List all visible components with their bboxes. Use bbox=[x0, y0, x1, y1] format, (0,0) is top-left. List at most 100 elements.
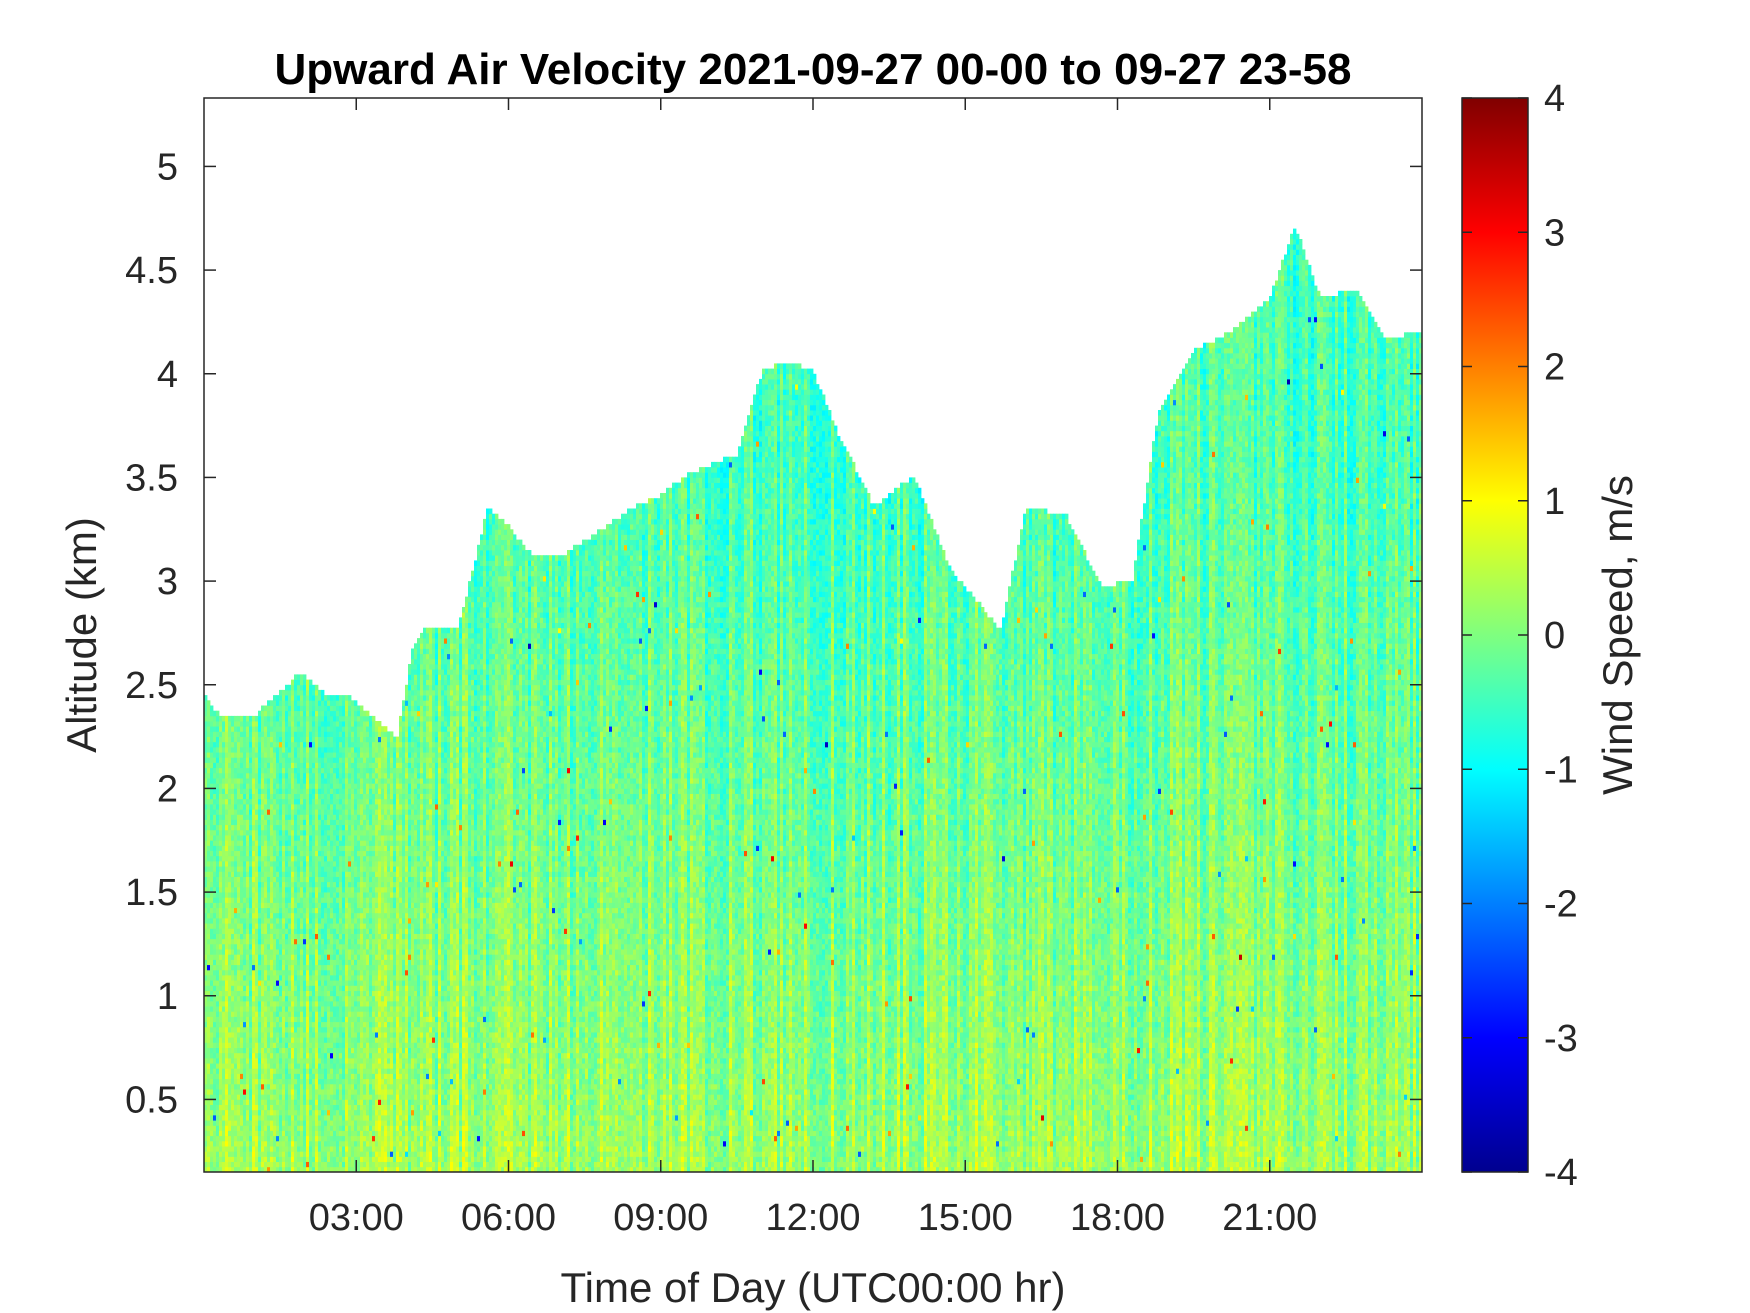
heatmap-cell bbox=[297, 939, 300, 945]
heatmap-cell bbox=[282, 913, 285, 919]
heatmap-cell bbox=[285, 1042, 288, 1048]
heatmap-cell bbox=[225, 1156, 228, 1162]
heatmap-cell bbox=[249, 892, 252, 898]
heatmap-cell bbox=[222, 934, 225, 940]
heatmap-cell bbox=[237, 939, 240, 945]
heatmap-cell bbox=[255, 809, 258, 815]
heatmap-cell bbox=[225, 1053, 228, 1059]
heatmap-cell bbox=[291, 1120, 294, 1126]
heatmap-cell bbox=[255, 949, 258, 955]
heatmap-cell bbox=[297, 1131, 300, 1137]
heatmap-cell bbox=[225, 1063, 228, 1069]
heatmap-cell bbox=[288, 700, 291, 706]
heatmap-cell bbox=[243, 975, 246, 981]
heatmap-cell bbox=[258, 1094, 261, 1100]
heatmap-cell bbox=[267, 820, 270, 826]
heatmap-cell bbox=[225, 768, 228, 774]
heatmap-cell bbox=[291, 1084, 294, 1090]
heatmap-cell bbox=[285, 887, 288, 893]
heatmap-cell bbox=[276, 778, 279, 784]
heatmap-cell bbox=[216, 1094, 219, 1100]
heatmap-cell bbox=[270, 1053, 273, 1059]
heatmap-cell bbox=[222, 1027, 225, 1033]
heatmap-cell bbox=[297, 866, 300, 872]
heatmap-cell bbox=[234, 882, 237, 888]
heatmap-cell bbox=[264, 918, 267, 924]
heatmap-cell bbox=[252, 1131, 255, 1137]
heatmap-cell bbox=[285, 814, 288, 820]
heatmap-cell bbox=[246, 1058, 249, 1064]
heatmap-cell bbox=[219, 965, 222, 971]
heatmap-cell bbox=[258, 1032, 261, 1038]
heatmap-cell bbox=[210, 1053, 213, 1059]
heatmap-cell bbox=[273, 1079, 276, 1085]
heatmap-cell bbox=[222, 788, 225, 794]
heatmap-cell bbox=[294, 1136, 297, 1142]
heatmap-cell bbox=[261, 1027, 264, 1033]
heatmap-cell bbox=[255, 1151, 258, 1157]
heatmap-cell bbox=[228, 1074, 231, 1080]
heatmap-cell bbox=[285, 965, 288, 971]
heatmap-cell bbox=[294, 706, 297, 712]
heatmap-cell bbox=[249, 731, 252, 737]
heatmap-cell bbox=[288, 1022, 291, 1028]
heatmap-cell bbox=[249, 747, 252, 753]
heatmap-cell bbox=[291, 700, 294, 706]
heatmap-cell bbox=[252, 742, 255, 748]
heatmap-cell bbox=[279, 1125, 282, 1131]
heatmap-cell bbox=[222, 1110, 225, 1116]
heatmap-cell bbox=[246, 716, 249, 722]
heatmap-cell bbox=[207, 903, 210, 909]
heatmap-cell bbox=[243, 1058, 246, 1064]
heatmap-cell bbox=[282, 866, 285, 872]
heatmap-cell bbox=[222, 768, 225, 774]
heatmap-cell bbox=[234, 944, 237, 950]
heatmap-cell bbox=[276, 830, 279, 836]
heatmap-cell bbox=[252, 830, 255, 836]
heatmap-cell bbox=[213, 768, 216, 774]
heatmap-cell bbox=[255, 804, 258, 810]
heatmap-cell bbox=[291, 1131, 294, 1137]
heatmap-cell bbox=[246, 918, 249, 924]
heatmap-cell bbox=[279, 903, 282, 909]
heatmap-cell bbox=[246, 1017, 249, 1023]
heatmap-cell bbox=[252, 908, 255, 914]
heatmap-cell bbox=[216, 1162, 219, 1168]
heatmap-cell bbox=[282, 1022, 285, 1028]
heatmap-cell bbox=[291, 690, 294, 696]
heatmap-cell bbox=[294, 1110, 297, 1116]
heatmap-cell bbox=[243, 768, 246, 774]
heatmap-cell bbox=[273, 747, 276, 753]
heatmap-cell bbox=[267, 851, 270, 857]
heatmap-cell bbox=[246, 809, 249, 815]
heatmap-cell bbox=[285, 685, 288, 691]
heatmap-cell bbox=[282, 1027, 285, 1033]
heatmap-cell bbox=[237, 1136, 240, 1142]
heatmap-cell bbox=[222, 1032, 225, 1038]
heatmap-cell bbox=[279, 1022, 282, 1028]
heatmap-cell bbox=[213, 711, 216, 717]
heatmap-cell bbox=[240, 965, 243, 971]
heatmap-cell bbox=[279, 1001, 282, 1007]
heatmap-cell bbox=[300, 939, 303, 945]
heatmap-cell bbox=[276, 1042, 279, 1048]
heatmap-cell bbox=[240, 820, 243, 826]
heatmap-cell bbox=[246, 820, 249, 826]
heatmap-cell bbox=[270, 991, 273, 997]
heatmap-cell bbox=[222, 1162, 225, 1168]
heatmap-cell bbox=[219, 856, 222, 862]
heatmap-cell bbox=[294, 1084, 297, 1090]
heatmap-cell bbox=[255, 1094, 258, 1100]
heatmap-cell bbox=[228, 949, 231, 955]
heatmap-cell bbox=[291, 996, 294, 1002]
heatmap-cell bbox=[297, 747, 300, 753]
heatmap-cell bbox=[270, 871, 273, 877]
heatmap-cell bbox=[294, 882, 297, 888]
heatmap-cell bbox=[225, 835, 228, 841]
heatmap-cell bbox=[237, 726, 240, 732]
heatmap-cell bbox=[288, 1099, 291, 1105]
heatmap-cell bbox=[258, 1001, 261, 1007]
heatmap-cell bbox=[255, 1074, 258, 1080]
heatmap-cell bbox=[228, 825, 231, 831]
heatmap-cell bbox=[285, 882, 288, 888]
